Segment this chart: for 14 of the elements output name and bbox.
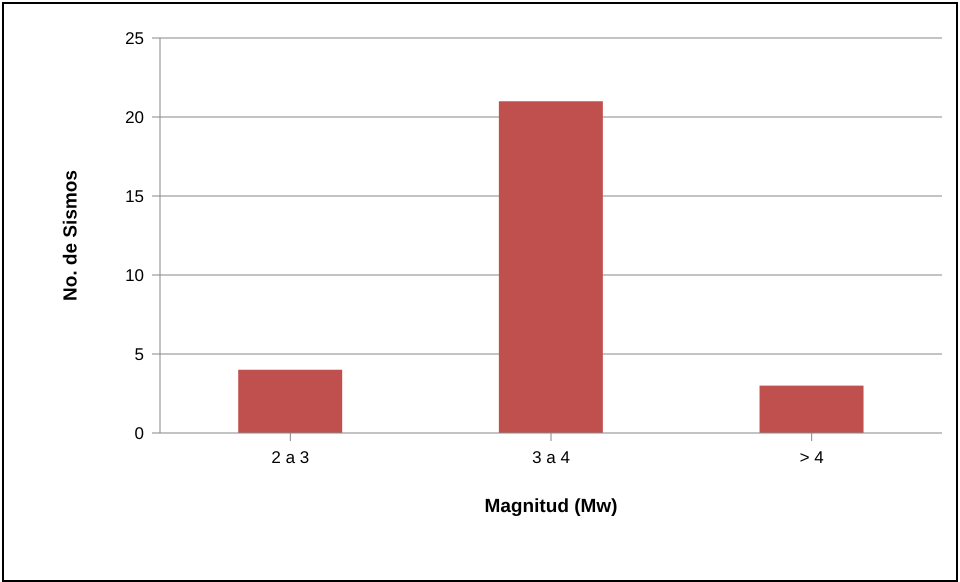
x-axis-title: Magnitud (Mw) [484,496,618,517]
x-tick-label: 2 a 3 [271,448,310,468]
x-tick-label: > 4 [800,448,824,468]
y-tick-label: 10 [125,266,144,286]
y-tick-label: 15 [125,187,144,206]
y-axis-title: No. de Sismos [60,170,82,301]
bar [498,101,603,433]
y-tick-label: 20 [125,108,144,128]
y-tick-label: 5 [134,345,144,364]
bar [760,386,864,433]
bar [238,370,342,433]
y-tick-label: 0 [134,424,144,444]
x-tick-label: 3 a 4 [532,448,570,468]
y-tick-label: 25 [125,29,144,48]
